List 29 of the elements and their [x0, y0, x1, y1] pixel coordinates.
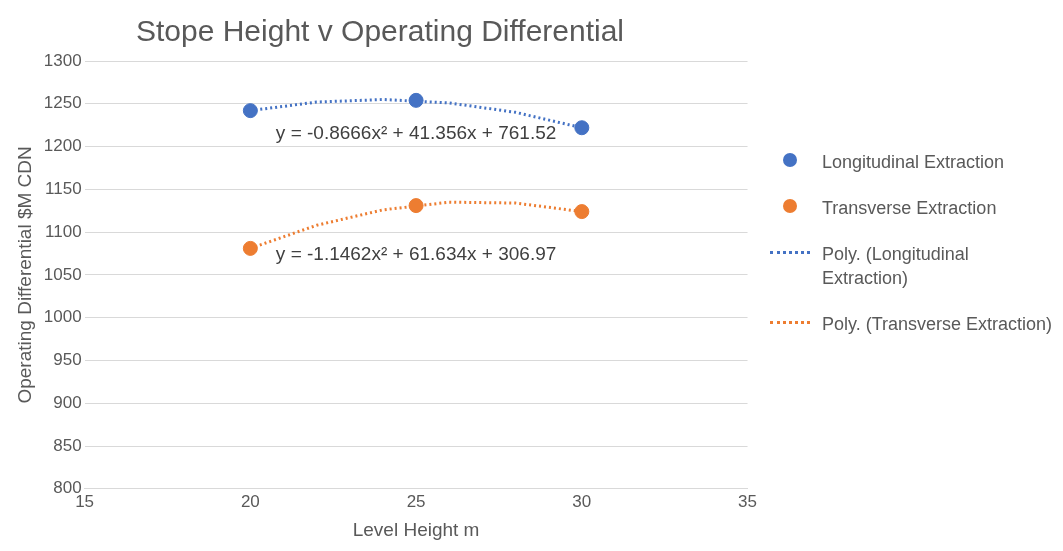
y-tick-label: 1200 — [43, 136, 82, 156]
annotation: y = -1.1462x² + 61.634x + 306.97 — [275, 242, 557, 264]
x-tick-label: 20 — [240, 491, 260, 511]
y-tick-label: 950 — [53, 350, 82, 370]
x-tick-label: 35 — [738, 491, 758, 511]
point — [574, 204, 590, 220]
y-tick-label: 1050 — [43, 264, 82, 284]
legend-label: Poly. (Longitudinal Extraction) — [822, 243, 970, 290]
y-tick-label: 1150 — [45, 179, 82, 199]
y-tick-label: 1250 — [43, 93, 82, 113]
legend-label: Longitudinal Extraction — [822, 151, 1005, 174]
legend-label: Poly. (Transverse Extraction) — [822, 313, 1053, 336]
x-axis-title: Level Height m — [352, 518, 480, 540]
y-tick-label: 1300 — [43, 50, 82, 70]
point — [242, 103, 258, 119]
x-tick-label: 30 — [572, 491, 592, 511]
y-tick-label: 1000 — [43, 307, 82, 327]
chart-title: Stope Height v Operating Differential — [135, 14, 625, 48]
x-tick-label: 25 — [406, 491, 426, 511]
legend-label: Transverse Extraction — [822, 197, 997, 220]
y-axis-title: Operating Differential $M CDN — [13, 146, 35, 404]
y-tick-label: 850 — [53, 435, 82, 455]
y-tick-label: 1100 — [45, 221, 82, 241]
y-tick-label: 900 — [53, 392, 82, 412]
point — [574, 120, 590, 136]
point — [408, 198, 424, 214]
annotation: y = -0.8666x² + 41.356x + 761.52 — [275, 121, 557, 143]
point — [408, 92, 424, 108]
point — [242, 240, 258, 256]
